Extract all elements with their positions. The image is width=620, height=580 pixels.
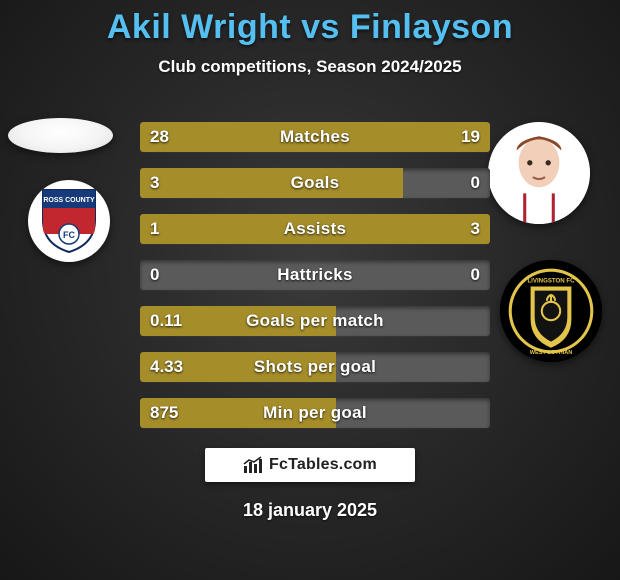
site-watermark: FcTables.com [205, 448, 415, 482]
svg-text:LIVINGSTON FC: LIVINGSTON FC [527, 277, 575, 284]
stat-bar-left [140, 168, 403, 198]
stat-bar-left [140, 214, 266, 244]
season-subtitle: Club competitions, Season 2024/2025 [0, 57, 620, 77]
stat-row: 875Min per goal [140, 398, 490, 428]
person-icon [488, 122, 590, 224]
stat-row: 4.33Shots per goal [140, 352, 490, 382]
stat-value-left: 0 [150, 260, 159, 290]
stat-bar-right [403, 122, 491, 152]
stat-row: 0 0Hattricks [140, 260, 490, 290]
player-left-avatar [8, 118, 113, 153]
stat-row: 2819Matches [140, 122, 490, 152]
stat-bar-left [140, 306, 336, 336]
svg-text:FC: FC [63, 230, 75, 240]
stat-bar-right [266, 214, 490, 244]
snapshot-date: 18 january 2025 [0, 500, 620, 521]
club-left-badge: ROSS COUNTY FC [28, 180, 110, 262]
stat-label: Hattricks [140, 260, 490, 290]
svg-text:ROSS COUNTY: ROSS COUNTY [43, 197, 95, 204]
stat-bar-left [140, 398, 336, 428]
stat-row: 0.11Goals per match [140, 306, 490, 336]
stat-row: 13Assists [140, 214, 490, 244]
stat-value-right: 0 [471, 260, 480, 290]
site-watermark-text: FcTables.com [269, 456, 377, 474]
comparison-title: Akil Wright vs Finlayson [0, 0, 620, 47]
shield-icon: ROSS COUNTY FC [39, 188, 99, 254]
crest-icon: LIVINGSTON FC WEST LOTHIAN [500, 260, 602, 362]
club-right-badge: LIVINGSTON FC WEST LOTHIAN [500, 260, 602, 362]
stat-value-right: 0 [471, 168, 480, 198]
chart-icon [243, 456, 263, 474]
svg-text:WEST LOTHIAN: WEST LOTHIAN [530, 350, 573, 356]
player-right-avatar [488, 122, 590, 224]
stat-bar-left [140, 352, 336, 382]
stat-bar-left [140, 122, 403, 152]
stat-row: 30Goals [140, 168, 490, 198]
comparison-bars: 2819Matches30Goals13Assists00Hattricks0.… [140, 122, 490, 444]
